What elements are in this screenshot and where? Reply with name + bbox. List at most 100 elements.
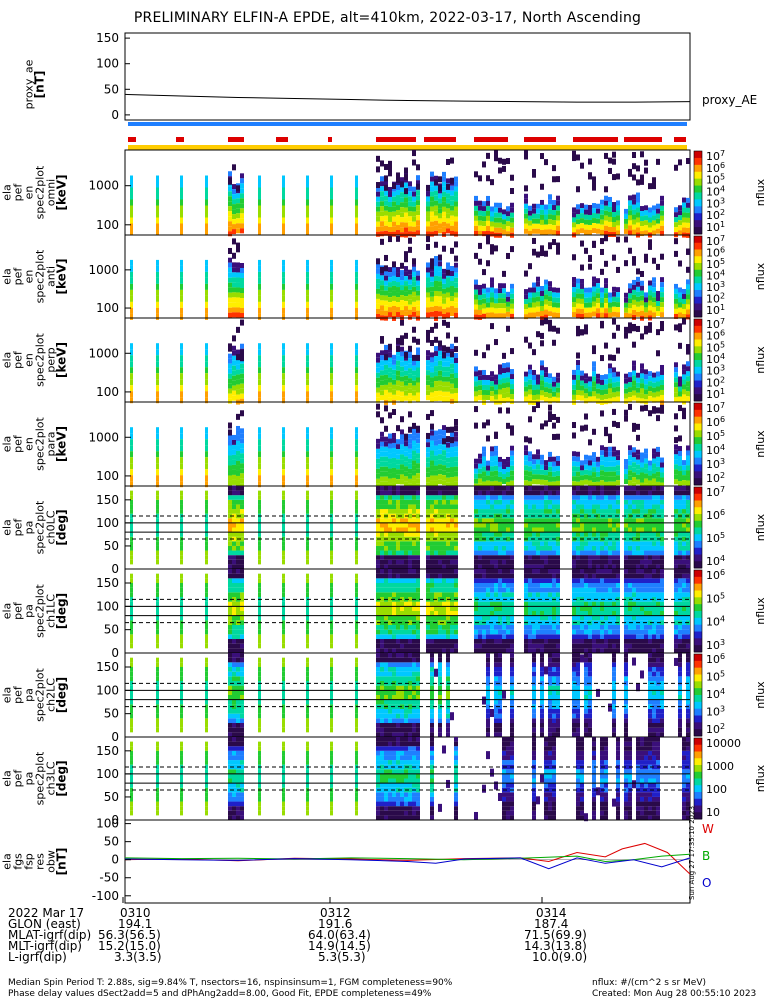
spec-cell <box>544 314 548 320</box>
pa-cell <box>524 559 528 565</box>
pa-cell <box>388 634 392 639</box>
spec-cell <box>330 433 333 440</box>
pa-cell <box>628 532 632 537</box>
spec-cell <box>384 461 388 467</box>
spec-cell <box>392 295 396 301</box>
spec-cell <box>576 375 580 381</box>
spec-cell <box>396 385 400 391</box>
spec-cell <box>678 471 682 477</box>
pa-cell <box>388 490 392 496</box>
spec-cell <box>404 227 408 233</box>
spec-cell <box>532 203 536 209</box>
spec-cell <box>648 227 652 233</box>
spec-cell <box>388 297 392 303</box>
pa-cell <box>282 532 285 537</box>
pa-cell <box>674 545 678 551</box>
spec-speck <box>232 238 236 245</box>
pa-cell <box>584 495 588 500</box>
pa-cell <box>600 518 604 523</box>
spec-cell <box>494 303 498 309</box>
pa-cell <box>380 550 384 556</box>
spec-cell <box>450 306 454 312</box>
spec-cell <box>596 213 600 219</box>
spec-cell <box>416 443 420 449</box>
pa-cell <box>376 555 380 560</box>
pa-cell <box>548 495 552 500</box>
spec-cell <box>384 379 388 385</box>
pa-cell <box>474 541 478 546</box>
pa-cell <box>232 573 236 579</box>
spec-cell <box>396 200 400 206</box>
pa-cell <box>490 490 494 496</box>
pa-cell <box>228 545 232 551</box>
pa-cell <box>592 555 596 560</box>
pa-cell <box>640 555 644 560</box>
pa-cell <box>408 634 412 639</box>
spec-cell <box>454 436 458 442</box>
spec-cell <box>678 302 682 308</box>
pa-cell <box>604 564 608 569</box>
spec-cell <box>652 468 656 474</box>
pa-cell <box>412 639 416 644</box>
spec-cell <box>596 288 600 294</box>
spec-cell <box>434 260 438 266</box>
spec-cell <box>384 275 388 281</box>
spec-cell <box>682 222 686 228</box>
spec-cell <box>180 367 183 374</box>
spec-cell <box>536 454 540 460</box>
spec-cell <box>506 306 510 312</box>
spec-cell <box>478 463 482 469</box>
spec-cell <box>686 450 690 456</box>
spec-cell <box>660 292 664 298</box>
spec-cell <box>306 451 309 458</box>
spec-cell <box>494 217 498 223</box>
spec-cell <box>540 385 544 391</box>
spec-cell <box>236 475 240 481</box>
pa-ytick: 0 <box>111 562 119 576</box>
spec-cell <box>656 311 660 317</box>
pa-cell <box>616 509 620 514</box>
pa-cell <box>396 615 400 621</box>
spec-cell <box>404 466 408 472</box>
pa-cell <box>130 611 133 616</box>
spec-cell <box>232 479 236 485</box>
pa-cell <box>544 555 548 560</box>
pa-cell <box>412 559 416 565</box>
spec-cell <box>446 277 450 283</box>
spec-cell <box>404 266 408 272</box>
spec-cell <box>482 394 486 400</box>
spec-cell <box>400 381 404 387</box>
spec-cell <box>624 218 628 224</box>
colorbar-tick-label: 103 <box>706 364 725 378</box>
pa-cell <box>686 564 690 569</box>
spec-cell <box>282 469 285 476</box>
spec-cell <box>236 374 240 380</box>
pa-cell <box>434 490 438 496</box>
spec-cell <box>384 195 388 201</box>
pa-cell <box>236 629 240 635</box>
spec-speck <box>438 340 442 347</box>
spec-cell <box>540 479 544 485</box>
spec-cell <box>600 470 604 476</box>
pa-cell <box>376 615 380 621</box>
pa-cell <box>644 518 648 523</box>
pa-cell <box>180 643 183 649</box>
pa-cell <box>494 522 498 528</box>
spec-cell <box>228 277 232 283</box>
pa-cell <box>232 527 236 533</box>
pa-cell <box>180 518 183 523</box>
pa-cell <box>636 550 640 556</box>
spec-cell <box>400 474 404 480</box>
spec-cell <box>450 482 454 488</box>
spec-cell <box>434 460 438 466</box>
pa-cell <box>510 509 514 514</box>
spec-cell <box>205 391 208 398</box>
pa-cell <box>330 522 333 528</box>
spec-cell <box>380 295 384 301</box>
pa-cell <box>548 499 552 505</box>
pa-cell <box>404 606 408 611</box>
pa-cell <box>232 578 236 583</box>
spec-cell <box>434 290 438 296</box>
spec-cell <box>416 347 420 353</box>
spec-cell <box>502 479 506 485</box>
